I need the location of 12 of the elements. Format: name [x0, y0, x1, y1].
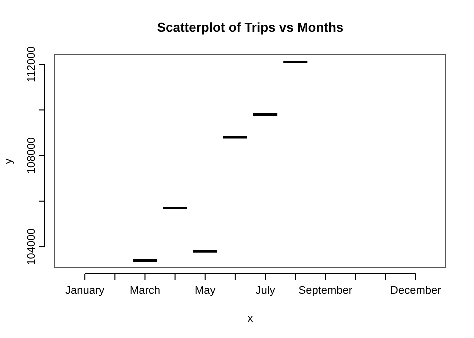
- x-tick-label: January: [66, 284, 106, 297]
- y-tick-label: 108000: [26, 137, 38, 174]
- x-tick-label: September: [298, 284, 353, 297]
- x-tick-label: July: [256, 284, 276, 297]
- x-tick-label: December: [390, 284, 442, 297]
- x-tick-label: March: [130, 284, 161, 297]
- chart-title: Scatterplot of Trips vs Months: [157, 20, 344, 35]
- y-tick-label: 104000: [26, 228, 38, 266]
- y-axis-title: y: [3, 158, 15, 164]
- x-tick-label: May: [194, 284, 216, 297]
- y-tick-label: 112000: [26, 46, 38, 83]
- x-axis-title: x: [248, 313, 254, 325]
